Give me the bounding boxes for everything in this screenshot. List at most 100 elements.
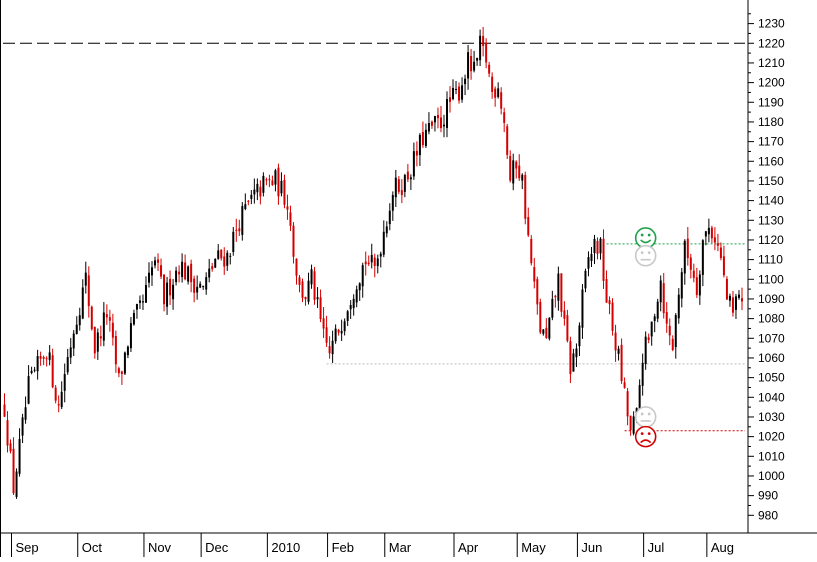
price-bar-body: [385, 226, 388, 234]
price-bar-body: [728, 295, 731, 301]
price-bar-body: [283, 179, 286, 205]
price-bar-body: [379, 253, 382, 257]
y-tick-label: 1100: [758, 272, 784, 286]
price-bar-body: [536, 279, 539, 305]
price-bar-body: [340, 331, 343, 334]
y-tick-label: 1030: [758, 410, 785, 424]
price-bar-body: [647, 337, 650, 340]
sad-face-icon: [634, 425, 657, 448]
price-bar-body: [27, 376, 30, 404]
price-bar-body: [418, 134, 421, 156]
price-bar-body: [533, 267, 536, 282]
price-bar-body: [653, 316, 656, 321]
price-bar-body: [169, 278, 172, 296]
y-tick-label: 1120: [758, 233, 784, 247]
x-tick-label: Aug: [711, 540, 734, 555]
y-tick-label: 1040: [758, 390, 785, 404]
price-bar-body: [364, 261, 367, 265]
price-bar-body: [545, 327, 548, 338]
x-tick-label: Nov: [148, 540, 172, 555]
price-bar-body: [560, 273, 563, 312]
x-tick-label: 2010: [271, 540, 300, 555]
price-bar-body: [316, 297, 319, 300]
price-bar-body: [650, 321, 653, 337]
price-bar-body: [464, 78, 467, 85]
price-bar-body: [117, 368, 120, 374]
y-tick-label: 1010: [758, 449, 785, 463]
price-bar-body: [232, 231, 235, 253]
price-bar-body: [482, 36, 485, 47]
price-bar-body: [151, 267, 154, 276]
price-bar-body: [3, 404, 6, 417]
x-tick-label: Apr: [458, 540, 479, 555]
price-bar-body: [132, 313, 135, 325]
price-bar-body: [485, 42, 488, 63]
price-bar-body: [181, 261, 184, 278]
price-bar-body: [397, 179, 400, 192]
price-bar-body: [373, 257, 376, 266]
y-tick-label: 1230: [758, 17, 785, 31]
price-bar-body: [277, 167, 280, 197]
price-bar-body: [656, 301, 659, 319]
price-bar-body: [500, 92, 503, 109]
price-bar-body: [737, 294, 740, 298]
price-bar-body: [644, 336, 647, 364]
price-bar-body: [298, 277, 301, 285]
y-tick-label: 1170: [758, 135, 784, 149]
price-bar-body: [539, 301, 542, 333]
price-bar-body: [202, 285, 205, 288]
price-bar-body: [69, 347, 72, 358]
price-bar-body: [214, 258, 217, 268]
price-bar-body: [403, 174, 406, 192]
y-tick-label: 1080: [758, 312, 785, 326]
price-bar-body: [45, 358, 48, 360]
y-tick-label: 1200: [758, 76, 785, 90]
price-bar-body: [199, 283, 202, 288]
price-bar-body: [424, 129, 427, 146]
price-bar-body: [587, 257, 590, 269]
price-bar-body: [84, 272, 87, 286]
price-bar-body: [620, 344, 623, 382]
price-bar-body: [406, 171, 409, 180]
price-bar-body: [436, 114, 439, 119]
price-bar-body: [734, 296, 737, 310]
price-bar-body: [713, 237, 716, 243]
x-tick-label: Mar: [389, 540, 412, 555]
neutral-face-icon: [634, 244, 657, 267]
price-bar-body: [722, 256, 725, 276]
price-bar-body: [102, 312, 105, 341]
price-bar-body: [593, 238, 596, 254]
y-tick-label: 1060: [758, 351, 785, 365]
price-bar-body: [21, 417, 24, 436]
price-bar-body: [638, 385, 641, 410]
price-bar-body: [313, 271, 316, 300]
y-tick-label: 990: [758, 489, 778, 503]
price-bar-body: [126, 346, 129, 356]
price-bar-body: [445, 99, 448, 128]
price-bar-body: [683, 240, 686, 274]
price-bar-body: [554, 295, 557, 298]
price-bar-body: [701, 240, 704, 275]
price-bar-body: [160, 265, 163, 277]
price-bar-body: [491, 76, 494, 92]
price-bar-body: [548, 317, 551, 339]
price-bar-body: [18, 439, 21, 474]
price-bar-body: [584, 270, 587, 289]
price-bar-body: [229, 255, 232, 257]
x-tick-label: Feb: [332, 540, 354, 555]
price-bar-body: [220, 249, 223, 259]
price-bar-body: [433, 115, 436, 123]
price-bar-body: [641, 362, 644, 386]
price-bar-body: [253, 189, 256, 195]
price-bar-body: [674, 315, 677, 348]
price-bar-body: [596, 240, 599, 254]
price-bar-body: [370, 254, 373, 263]
price-bar-body: [346, 311, 349, 322]
x-tick-label: Dec: [205, 540, 229, 555]
price-bar-body: [668, 325, 671, 336]
price-bar-body: [719, 247, 722, 259]
price-bar-body: [196, 286, 199, 293]
price-bar-body: [123, 352, 126, 374]
price-bar-body: [349, 304, 352, 310]
